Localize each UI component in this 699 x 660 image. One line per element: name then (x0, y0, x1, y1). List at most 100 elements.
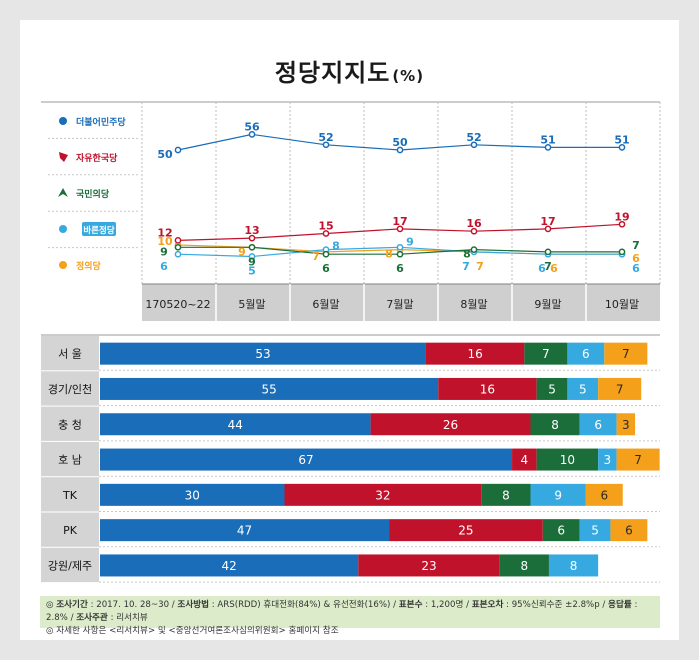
data-point (544, 144, 552, 151)
data-label: 15 (318, 220, 333, 233)
bar-value-label: 7 (616, 382, 624, 396)
data-label: 9 (238, 245, 246, 258)
footnote: ◎ 조사기간 : 2017. 10. 28~30 / 조사방법 : ARS(RD… (40, 596, 660, 636)
data-label: 7 (544, 260, 552, 273)
x-tick-label: 8월말 (460, 298, 487, 311)
bar-segment (530, 483, 586, 506)
bar-value-label: 6 (557, 524, 565, 538)
data-label: 9 (160, 245, 168, 258)
data-label: 12 (157, 226, 172, 239)
bar-value-label: 6 (625, 524, 633, 538)
row-label-box (41, 371, 99, 406)
bar-segment (425, 342, 525, 365)
row-label: 경기/인천 (48, 382, 92, 396)
bar-value-label: 30 (185, 488, 200, 502)
data-point (248, 234, 256, 242)
data-label: 9 (248, 255, 256, 268)
data-label: 8 (332, 240, 340, 253)
data-label: 16 (466, 217, 482, 230)
row-label-box (41, 336, 99, 371)
data-point (248, 131, 256, 138)
row-label-box (41, 406, 99, 441)
legend-label: 국민의당 (76, 188, 110, 200)
legend-check-icon (59, 261, 67, 269)
footnote-line-1: ◎ 조사기간 : 2017. 10. 28~30 / 조사방법 : ARS(RD… (46, 600, 638, 623)
bar-segment (585, 483, 623, 506)
bar-segment (598, 377, 642, 400)
data-point (396, 146, 404, 154)
x-tick-label: 9월말 (534, 298, 561, 311)
bar-value-label: 4 (521, 453, 529, 467)
bar-segment (100, 483, 285, 506)
data-label: 7 (476, 260, 484, 273)
data-label: 51 (540, 133, 555, 146)
bar-segment (512, 448, 537, 471)
bar-value-label: 5 (548, 382, 556, 396)
bar-value-label: 42 (222, 559, 237, 573)
data-label: 6 (632, 262, 640, 275)
data-label: 8 (463, 248, 471, 261)
bar-segment (530, 413, 580, 436)
data-label: 19 (614, 210, 629, 223)
bar-value-label: 7 (622, 347, 630, 361)
bar-segment (579, 413, 617, 436)
legend-person-icon (58, 188, 68, 197)
bar-segment (604, 342, 648, 365)
data-label: 51 (614, 133, 629, 146)
row-label-box (41, 441, 99, 477)
x-tick-label: 7월말 (386, 298, 413, 311)
legend-circle-icon (59, 117, 67, 125)
x-tick-label: 10월말 (605, 298, 639, 311)
bar-value-label: 26 (443, 418, 458, 432)
bar-segment (616, 413, 636, 436)
bar-segment (100, 413, 371, 436)
data-label: 52 (466, 131, 481, 144)
bar-value-label: 53 (255, 347, 270, 361)
data-label: 7 (462, 260, 470, 273)
bar-value-label: 5 (579, 382, 587, 396)
legend-panel (41, 102, 141, 284)
bar-value-label: 7 (634, 453, 642, 467)
bar-segment (100, 554, 359, 577)
data-point (470, 246, 478, 253)
legend-square-icon (59, 225, 67, 233)
bar-segment (389, 519, 543, 542)
data-label: 7 (632, 239, 640, 252)
data-point (396, 243, 404, 251)
bar-value-label: 47 (237, 524, 252, 538)
bar-segment (536, 448, 599, 471)
bar-value-label: 8 (570, 559, 578, 573)
data-label: 6 (160, 260, 168, 273)
data-label: 6 (322, 262, 330, 275)
legend-torch-icon (59, 152, 68, 162)
bar-value-label: 8 (551, 418, 559, 432)
data-point (322, 230, 330, 237)
bar-value-label: 8 (502, 488, 510, 502)
bar-value-label: 9 (554, 488, 562, 502)
data-point (618, 144, 626, 151)
bar-segment (598, 448, 617, 471)
data-point (322, 141, 330, 149)
row-label: 충 청 (58, 418, 82, 431)
bar-value-label: 44 (228, 418, 243, 432)
bar-value-label: 10 (560, 453, 575, 467)
data-label: 50 (392, 136, 408, 149)
bar-segment (536, 377, 568, 400)
row-label-box (41, 547, 99, 583)
row-label: 강원/제주 (48, 559, 92, 572)
bar-segment (524, 342, 568, 365)
chart-title-text: 정당지지도 (274, 59, 391, 87)
bar-value-label: 32 (375, 488, 390, 502)
bar-value-label: 23 (421, 559, 436, 573)
bar-value-label: 3 (604, 453, 612, 467)
data-label: 17 (540, 215, 555, 228)
bar-value-label: 25 (458, 524, 473, 538)
bar-value-label: 6 (594, 418, 602, 432)
x-axis-band (142, 284, 660, 321)
data-point (174, 146, 182, 154)
data-point (174, 237, 182, 244)
bar-segment (610, 519, 648, 542)
data-label: 13 (244, 224, 259, 237)
bar-value-label: 6 (582, 347, 590, 361)
